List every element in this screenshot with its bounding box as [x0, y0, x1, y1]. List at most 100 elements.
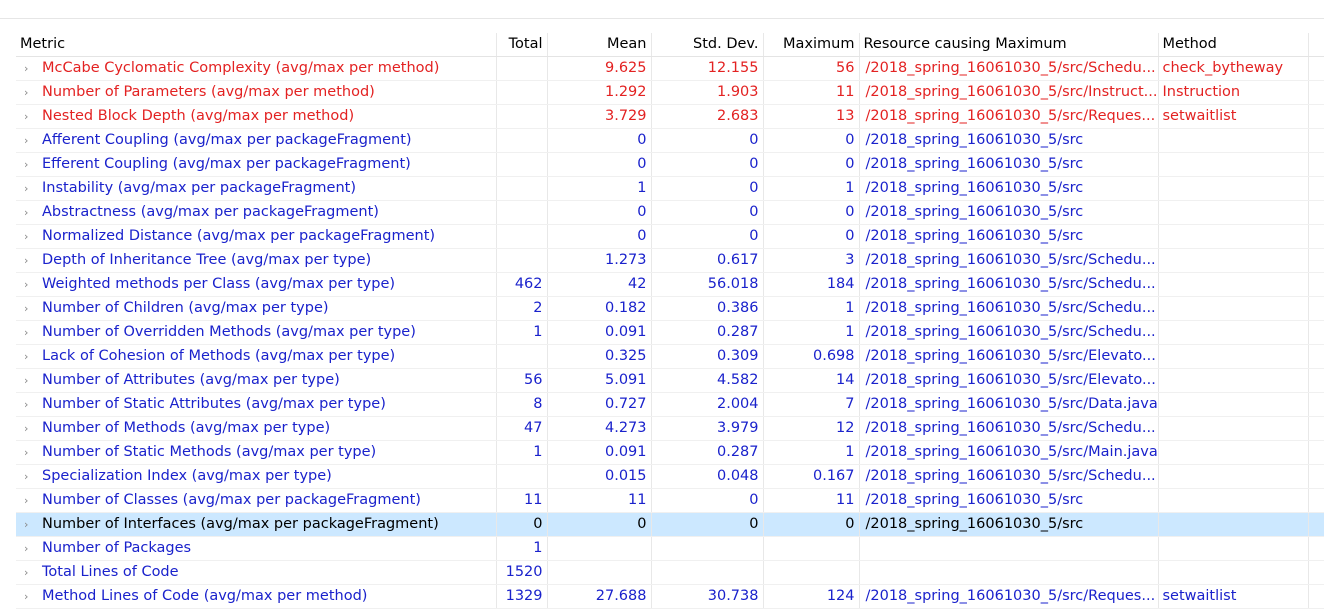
resource-cell: /2018_spring_16061030_5/src/Data.java: [859, 392, 1159, 417]
chevron-right-icon[interactable]: ›: [24, 253, 29, 267]
chevron-right-icon[interactable]: ›: [24, 229, 29, 243]
chevron-right-icon[interactable]: ›: [24, 493, 29, 507]
column-header-maximum[interactable]: Maximum: [763, 33, 860, 57]
table-row[interactable]: › Efferent Coupling (avg/max per packageF…: [16, 152, 1324, 177]
table-row[interactable]: › Weighted methods per Class (avg/max per…: [16, 272, 1324, 297]
table-row[interactable]: › Afferent Coupling (avg/max per packageF…: [16, 128, 1324, 153]
metric-cell: › Specialization Index (avg/max per type): [16, 464, 497, 489]
mean-cell: 0.325: [547, 344, 652, 369]
table-row[interactable]: › Nested Block Depth (avg/max per method)…: [16, 104, 1324, 129]
chevron-right-icon[interactable]: ›: [24, 301, 29, 315]
method-cell: [1158, 224, 1309, 249]
maximum-cell: 0: [763, 512, 860, 537]
resource-cell: /2018_spring_16061030_5/src/Elevato...: [859, 368, 1159, 393]
filler-cell: [1308, 128, 1324, 153]
metric-label: Specialization Index (avg/max per type): [42, 467, 332, 484]
metric-cell: › Normalized Distance (avg/max per packag…: [16, 224, 497, 249]
method-cell: [1158, 368, 1309, 393]
chevron-right-icon[interactable]: ›: [24, 61, 29, 75]
chevron-right-icon[interactable]: ›: [24, 541, 29, 555]
chevron-right-icon[interactable]: ›: [24, 565, 29, 579]
table-row[interactable]: › Number of Static Methods (avg/max per t…: [16, 440, 1324, 465]
metric-cell: › Number of Children (avg/max per type): [16, 296, 497, 321]
method-cell: [1158, 464, 1309, 489]
table-row[interactable]: › Normalized Distance (avg/max per packag…: [16, 224, 1324, 249]
filler-cell: [1308, 512, 1324, 537]
resource-cell: [859, 536, 1159, 561]
column-header-metric[interactable]: Metric: [16, 33, 497, 57]
filler-cell: [1308, 152, 1324, 177]
total-cell: [496, 104, 548, 129]
column-header-mean[interactable]: Mean: [547, 33, 652, 57]
chevron-right-icon[interactable]: ›: [24, 85, 29, 99]
table-row[interactable]: › Number of Attributes (avg/max per type)…: [16, 368, 1324, 393]
total-cell: 1: [496, 536, 548, 561]
method-cell: [1158, 416, 1309, 441]
maximum-cell: 0: [763, 152, 860, 177]
chevron-right-icon[interactable]: ›: [24, 469, 29, 483]
column-header-method[interactable]: Method: [1158, 33, 1309, 57]
mean-cell: 0.015: [547, 464, 652, 489]
mean-cell: 0.091: [547, 320, 652, 345]
chevron-right-icon[interactable]: ›: [24, 517, 29, 531]
method-cell: [1158, 152, 1309, 177]
method-cell: check_bytheway: [1158, 56, 1309, 81]
std-dev-cell: [651, 560, 764, 585]
table-row[interactable]: › Number of Methods (avg/max per type) 47 4…: [16, 416, 1324, 441]
resource-cell: /2018_spring_16061030_5/src: [859, 512, 1159, 537]
std-dev-cell: 0: [651, 200, 764, 225]
table-row[interactable]: › Instability (avg/max per packageFragmen…: [16, 176, 1324, 201]
metric-cell: › Number of Classes (avg/max per packageF…: [16, 488, 497, 513]
metric-cell: › Number of Interfaces (avg/max per packa…: [16, 512, 497, 537]
table-row[interactable]: › Number of Static Attributes (avg/max pe…: [16, 392, 1324, 417]
table-row[interactable]: › Number of Parameters (avg/max per metho…: [16, 80, 1324, 105]
total-cell: 462: [496, 272, 548, 297]
chevron-right-icon[interactable]: ›: [24, 277, 29, 291]
total-cell: 1: [496, 320, 548, 345]
chevron-right-icon[interactable]: ›: [24, 589, 29, 603]
table-row[interactable]: › Number of Classes (avg/max per packageF…: [16, 488, 1324, 513]
metric-label: Lack of Cohesion of Methods (avg/max per…: [42, 347, 396, 364]
std-dev-cell: 0: [651, 128, 764, 153]
chevron-right-icon[interactable]: ›: [24, 109, 29, 123]
metric-label: Afferent Coupling (avg/max per packageFr…: [42, 131, 412, 148]
table-row[interactable]: › Depth of Inheritance Tree (avg/max per …: [16, 248, 1324, 273]
chevron-right-icon[interactable]: ›: [24, 133, 29, 147]
method-cell: [1158, 176, 1309, 201]
resource-cell: /2018_spring_16061030_5/src/Schedu...: [859, 56, 1159, 81]
chevron-right-icon[interactable]: ›: [24, 373, 29, 387]
maximum-cell: [763, 560, 860, 585]
chevron-right-icon[interactable]: ›: [24, 157, 29, 171]
method-cell: [1158, 320, 1309, 345]
chevron-right-icon[interactable]: ›: [24, 205, 29, 219]
chevron-right-icon[interactable]: ›: [24, 349, 29, 363]
table-row[interactable]: › Specialization Index (avg/max per type)…: [16, 464, 1324, 489]
chevron-right-icon[interactable]: ›: [24, 397, 29, 411]
chevron-right-icon[interactable]: ›: [24, 445, 29, 459]
resource-cell: /2018_spring_16061030_5/src/Schedu...: [859, 296, 1159, 321]
maximum-cell: 1: [763, 440, 860, 465]
column-header-resource[interactable]: Resource causing Maximum: [859, 33, 1159, 57]
total-cell: 8: [496, 392, 548, 417]
table-row[interactable]: › Total Lines of Code 1520: [16, 560, 1324, 585]
maximum-cell: 12: [763, 416, 860, 441]
column-header-total[interactable]: Total: [496, 33, 548, 57]
chevron-right-icon[interactable]: ›: [24, 421, 29, 435]
chevron-right-icon[interactable]: ›: [24, 325, 29, 339]
mean-cell: 0.091: [547, 440, 652, 465]
maximum-cell: 0: [763, 128, 860, 153]
table-row[interactable]: › Method Lines of Code (avg/max per metho…: [16, 584, 1324, 609]
table-row[interactable]: › Abstractness (avg/max per packageFragme…: [16, 200, 1324, 225]
table-row[interactable]: › Number of Overridden Methods (avg/max p…: [16, 320, 1324, 345]
chevron-right-icon[interactable]: ›: [24, 181, 29, 195]
table-row[interactable]: › Number of Packages 1: [16, 536, 1324, 561]
table-row[interactable]: › Number of Children (avg/max per type) 2 0…: [16, 296, 1324, 321]
column-header-std-dev[interactable]: Std. Dev.: [651, 33, 764, 57]
resource-cell: /2018_spring_16061030_5/src/Main.java: [859, 440, 1159, 465]
table-row[interactable]: › Number of Interfaces (avg/max per packa…: [16, 512, 1324, 537]
filler-cell: [1308, 104, 1324, 129]
table-row[interactable]: › Lack of Cohesion of Methods (avg/max pe…: [16, 344, 1324, 369]
resource-cell: /2018_spring_16061030_5/src/Reques...: [859, 584, 1159, 609]
metric-cell: › Total Lines of Code: [16, 560, 497, 585]
table-row[interactable]: › McCabe Cyclomatic Complexity (avg/max p…: [16, 56, 1324, 81]
